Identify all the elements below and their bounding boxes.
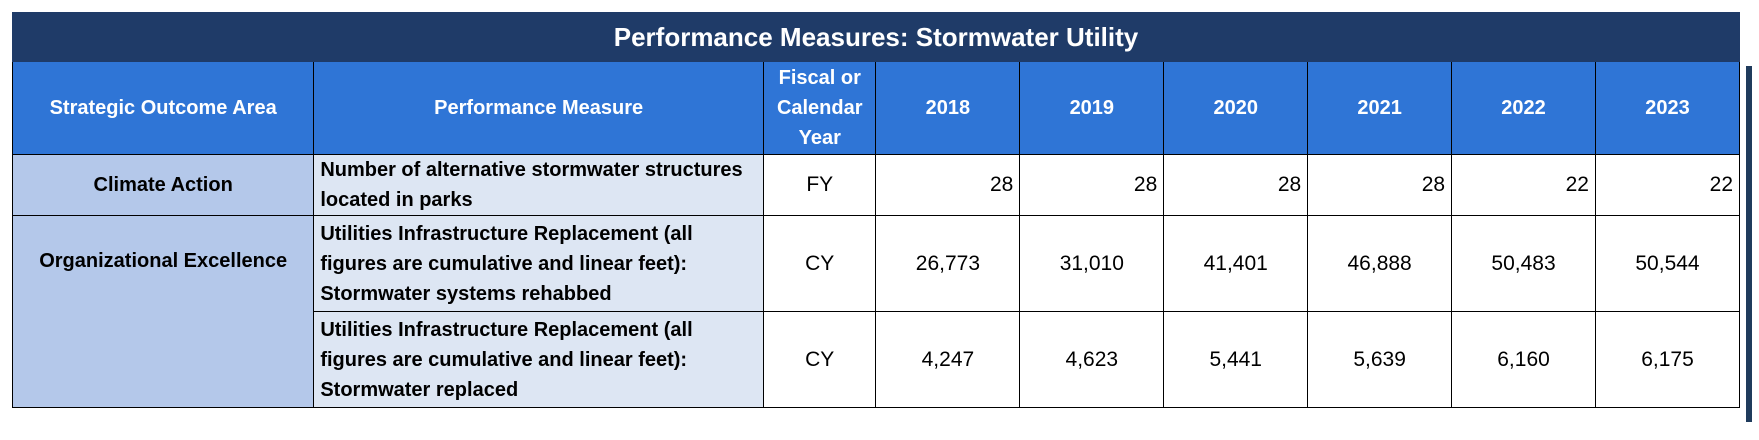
title-row: Performance Measures: Stormwater Utility [12, 12, 1740, 62]
performance-table-container: Performance Measures: Stormwater Utility… [11, 12, 1741, 408]
value-2019-cell: 31,010 [1019, 215, 1165, 312]
performance-measure-cell: Utilities Infrastructure Replacement (al… [313, 311, 765, 408]
table-row: Organizational Excellence Utilities Infr… [11, 215, 1741, 408]
header-year-2023: 2023 [1594, 61, 1741, 155]
strategic-outcome-area-cell: Climate Action [11, 154, 315, 216]
header-year-2021: 2021 [1307, 61, 1453, 155]
header-year-2018: 2018 [875, 61, 1021, 155]
period-cell: CY [763, 311, 877, 408]
table-row: Utilities Infrastructure Replacement (al… [13, 311, 1741, 408]
value-2021-cell: 5,639 [1307, 311, 1453, 408]
period-cell: CY [763, 215, 877, 312]
right-edge-rule [1746, 66, 1752, 422]
header-year-2020: 2020 [1163, 61, 1309, 155]
value-2020-cell: 5,441 [1163, 311, 1309, 408]
value-2018-cell: 28 [875, 154, 1021, 216]
value-2022-cell: 6,160 [1451, 311, 1596, 408]
value-2022-cell: 50,483 [1451, 215, 1596, 312]
value-2019-cell: 4,623 [1019, 311, 1165, 408]
value-2019-cell: 28 [1019, 154, 1165, 216]
performance-measure-cell: Utilities Infrastructure Replacement (al… [313, 215, 765, 312]
table-title: Performance Measures: Stormwater Utility [12, 12, 1740, 62]
value-2023-cell: 6,175 [1594, 311, 1741, 408]
value-2021-cell: 28 [1307, 154, 1453, 216]
strategic-outcome-area-cell: Organizational Excellence [11, 215, 315, 408]
performance-measure-cell: Number of alternative stormwater structu… [313, 154, 765, 216]
header-fiscal-or-calendar-year: Fiscal or Calendar Year [763, 61, 877, 155]
header-year-2022: 2022 [1451, 61, 1596, 155]
value-2020-cell: 41,401 [1163, 215, 1309, 312]
value-2023-cell: 50,544 [1594, 215, 1741, 312]
header-row: Strategic Outcome Area Performance Measu… [11, 61, 1741, 155]
value-2022-cell: 22 [1451, 154, 1596, 216]
header-strategic-outcome-area: Strategic Outcome Area [11, 61, 315, 155]
value-2018-cell: 4,247 [875, 311, 1021, 408]
value-2020-cell: 28 [1163, 154, 1309, 216]
header-performance-measure: Performance Measure [313, 61, 765, 155]
table-row: Climate Action Number of alternative sto… [11, 154, 1741, 216]
period-cell: FY [763, 154, 877, 216]
value-2023-cell: 22 [1594, 154, 1741, 216]
value-2021-cell: 46,888 [1307, 215, 1453, 312]
performance-measures-table: Performance Measures: Stormwater Utility… [11, 12, 1741, 408]
header-year-2019: 2019 [1019, 61, 1165, 155]
value-2018-cell: 26,773 [875, 215, 1021, 312]
